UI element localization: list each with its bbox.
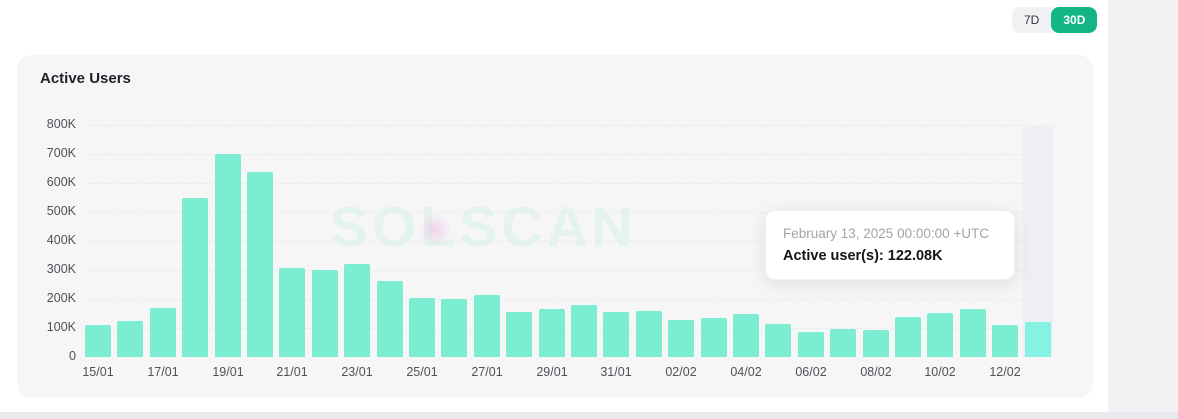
bar-29-01[interactable]	[539, 309, 565, 357]
range-toggle: 7D 30D	[1012, 7, 1098, 33]
x-axis-label-15-01: 15/01	[82, 365, 114, 379]
gridline-800K	[84, 125, 1058, 126]
bar-18-01[interactable]	[182, 198, 208, 357]
x-axis-label-27-01: 27/01	[471, 365, 503, 379]
gridline-200K	[84, 299, 1058, 300]
y-axis-label-800K: 800K	[46, 117, 76, 131]
bar-23-01[interactable]	[344, 264, 370, 357]
solscan-watermark: SOLSCAN	[330, 195, 637, 259]
y-axis-label-400K: 400K	[46, 233, 76, 247]
bar-05-02[interactable]	[765, 324, 791, 357]
tooltip-date: February 13, 2025 00:00:00 +UTC	[783, 226, 990, 241]
bar-11-02[interactable]	[960, 309, 986, 357]
bar-22-01[interactable]	[312, 270, 338, 357]
bar-31-01[interactable]	[603, 312, 629, 357]
x-axis-label-25-01: 25/01	[406, 365, 438, 379]
bar-28-01[interactable]	[506, 312, 532, 357]
y-axis-label-500K: 500K	[46, 204, 76, 218]
bar-06-02[interactable]	[798, 332, 824, 357]
page-bottom-band	[0, 412, 1178, 419]
chart-tooltip: February 13, 2025 00:00:00 +UTC Active u…	[765, 210, 1015, 280]
y-axis-label-300K: 300K	[46, 262, 76, 276]
bar-30-01[interactable]	[571, 305, 597, 357]
x-axis-label-31-01: 31/01	[600, 365, 632, 379]
bar-16-01[interactable]	[117, 321, 143, 357]
gridline-300K	[84, 270, 1058, 271]
bar-02-02[interactable]	[668, 320, 694, 357]
bar-12-02[interactable]	[992, 325, 1018, 357]
bar-03-02[interactable]	[701, 318, 727, 357]
bar-25-01[interactable]	[409, 298, 435, 357]
bar-17-01[interactable]	[150, 308, 176, 357]
y-axis-label-0: 0	[69, 349, 76, 363]
y-axis-label-100K: 100K	[46, 320, 76, 334]
bar-24-01[interactable]	[377, 281, 403, 357]
range-30d-button[interactable]: 30D	[1051, 7, 1098, 33]
y-axis-label-600K: 600K	[46, 175, 76, 189]
bar-10-02[interactable]	[927, 313, 953, 357]
x-axis-label-29-01: 29/01	[536, 365, 568, 379]
bar-20-01[interactable]	[247, 172, 273, 357]
bar-27-01[interactable]	[474, 295, 500, 357]
x-axis-label-06-02: 06/02	[795, 365, 827, 379]
bar-26-01[interactable]	[441, 299, 467, 357]
gridline-600K	[84, 183, 1058, 184]
range-7d-button[interactable]: 7D	[1012, 7, 1052, 33]
gridline-700K	[84, 154, 1058, 155]
x-axis-label-23-01: 23/01	[341, 365, 373, 379]
bar-08-02[interactable]	[863, 330, 889, 357]
gridline-400K	[84, 241, 1058, 242]
y-axis-label-200K: 200K	[46, 291, 76, 305]
x-axis-label-19-01: 19/01	[212, 365, 244, 379]
bar-21-01[interactable]	[279, 268, 305, 357]
gridline-500K	[84, 212, 1058, 213]
x-axis-label-04-02: 04/02	[730, 365, 762, 379]
page-right-gutter	[1108, 0, 1178, 419]
bar-13-02[interactable]	[1025, 322, 1051, 357]
x-axis-label-02-02: 02/02	[665, 365, 697, 379]
bar-04-02[interactable]	[733, 314, 759, 357]
x-axis-label-12-02: 12/02	[989, 365, 1021, 379]
bar-07-02[interactable]	[830, 329, 856, 357]
bar-19-01[interactable]	[215, 154, 241, 357]
bar-15-01[interactable]	[85, 325, 111, 357]
x-axis-label-17-01: 17/01	[147, 365, 179, 379]
y-axis-label-700K: 700K	[46, 146, 76, 160]
x-axis-label-08-02: 08/02	[860, 365, 892, 379]
x-axis-label-10-02: 10/02	[924, 365, 956, 379]
bar-01-02[interactable]	[636, 311, 662, 357]
bar-09-02[interactable]	[895, 317, 921, 357]
chart-title: Active Users	[40, 70, 131, 87]
tooltip-value: Active user(s): 122.08K	[783, 248, 943, 264]
hover-highlight-band	[1022, 126, 1053, 357]
x-axis-label-21-01: 21/01	[276, 365, 308, 379]
